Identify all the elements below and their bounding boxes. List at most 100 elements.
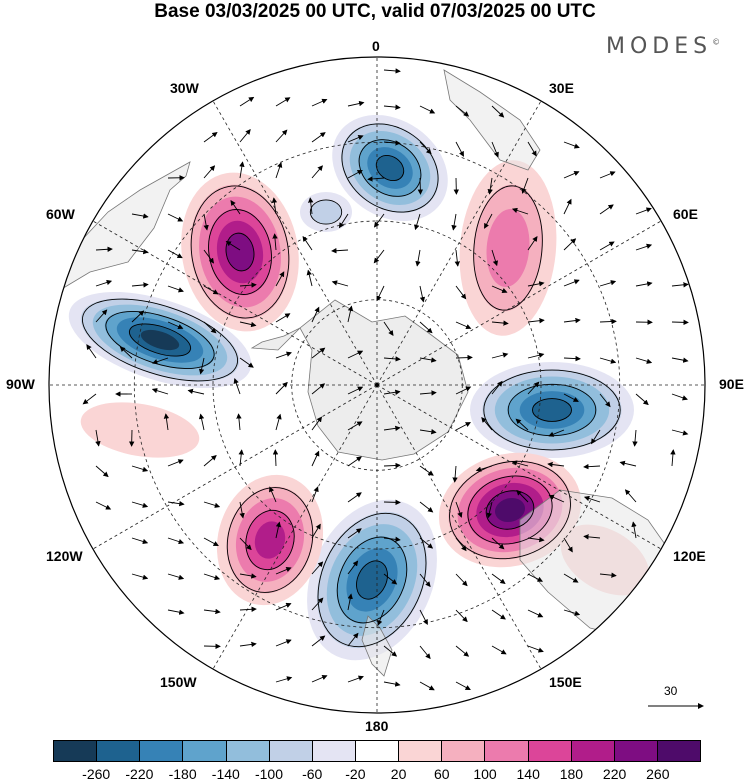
wind-vector: [187, 388, 205, 395]
wind-vector: [347, 632, 359, 647]
wind-vector: [225, 241, 241, 251]
colorbar-tick-label: 60: [434, 766, 450, 782]
wind-vector: [383, 389, 401, 395]
colorbar-tick-label: -260: [82, 766, 111, 782]
wind-vector: [563, 609, 581, 616]
wind-vector: [131, 213, 149, 219]
colorbar-tick-label: -220: [125, 766, 154, 782]
wind-vector: [455, 386, 472, 395]
wind-vector: [131, 282, 149, 288]
wind-vector: [275, 313, 291, 323]
wind-vector: [347, 350, 364, 359]
wind-vector: [275, 521, 282, 539]
anomaly-shading: [310, 199, 342, 225]
colorbar-swatch: [183, 741, 227, 761]
wind-vector: [347, 421, 363, 431]
wind-vector: [311, 383, 326, 395]
wind-vector: [563, 537, 573, 553]
wind-vector: [239, 606, 257, 612]
wind-vector: [383, 645, 398, 657]
wind-vector: [632, 429, 638, 447]
wind-vector: [455, 573, 468, 587]
wind-vector: [275, 413, 282, 431]
wind-vector: [347, 305, 354, 323]
wind-vector: [521, 177, 529, 194]
wind-vector: [455, 354, 473, 361]
wind-vector: [275, 381, 288, 395]
wind-vector: [491, 645, 507, 655]
wind-vector: [491, 320, 509, 326]
wind-vector: [230, 200, 241, 215]
streamline-contour: [375, 154, 405, 182]
wind-vector: [451, 213, 457, 231]
wind-vector: [599, 357, 617, 364]
colorbar-tick-label: 140: [516, 766, 540, 782]
wind-vector: [272, 233, 278, 251]
wind-vector: [347, 492, 362, 503]
colorbar-swatch: [226, 741, 270, 761]
wind-vector: [152, 357, 169, 365]
wind-vector: [131, 465, 149, 472]
colorbar-tick-label: -20: [345, 766, 366, 782]
wind-vector: [239, 537, 252, 551]
wind-vector: [275, 162, 283, 179]
wind-vector: [455, 501, 463, 518]
wind-vector: [419, 501, 434, 513]
wind-vector: [671, 282, 689, 288]
wind-vector: [455, 645, 470, 657]
colorbar-swatch: [54, 741, 98, 761]
wind-vector: [527, 318, 545, 324]
lon-label-90w: 90W: [6, 376, 35, 392]
wind-vector: [203, 501, 221, 508]
wind-vector: [198, 357, 205, 375]
wind-vector: [131, 310, 145, 323]
colorbar-tick-label: 180: [559, 766, 584, 782]
wind-vector: [308, 197, 314, 215]
wind-vector: [275, 351, 292, 359]
meridian-line: [212, 100, 378, 386]
wind-vector: [383, 356, 401, 362]
reference-vector-label: 30: [664, 684, 678, 698]
wind-vector: [167, 609, 185, 615]
wind-vector: [599, 204, 614, 215]
wind-vector: [131, 573, 149, 580]
wind-vector: [347, 593, 353, 611]
lon-label-120e: 120E: [673, 548, 706, 564]
wind-vector: [311, 523, 321, 539]
wind-vector: [419, 321, 433, 334]
streamline-contour: [449, 460, 571, 560]
wind-vector: [631, 521, 637, 539]
wind-vector: [347, 528, 362, 539]
wind-vector: [511, 460, 529, 467]
wind-vector: [302, 235, 313, 251]
wind-vector: [239, 641, 257, 648]
wind-vector: [275, 97, 291, 107]
wind-vector: [347, 456, 362, 467]
colorbar-swatch: [442, 741, 486, 761]
wind-vector: [95, 246, 113, 252]
wind-vector: [486, 501, 493, 519]
anomaly-shading: [140, 329, 180, 351]
wind-vector: [491, 537, 505, 550]
colorbar-tick-label: -180: [168, 766, 197, 782]
wind-vector: [583, 463, 601, 470]
wind-vector: [203, 321, 217, 334]
wind-vector: [311, 132, 326, 143]
wind-vector: [271, 197, 278, 215]
wind-vector: [548, 429, 565, 437]
colorbar-tick-label: 220: [602, 766, 627, 782]
wind-vector: [236, 413, 242, 431]
meridian-line: [376, 220, 662, 386]
wind-vector: [239, 321, 257, 328]
wind-vector: [347, 675, 364, 683]
wind-vector: [203, 537, 219, 547]
wind-vector: [563, 573, 579, 583]
wind-vector: [527, 609, 544, 618]
wind-vector: [491, 105, 505, 118]
wind-vector: [203, 213, 209, 231]
copyright-mark: ©: [712, 37, 721, 47]
anomaly-shading: [486, 209, 530, 287]
wind-vector: [275, 639, 292, 647]
anomaly-field: [68, 114, 650, 661]
wind-vector: [383, 681, 401, 687]
